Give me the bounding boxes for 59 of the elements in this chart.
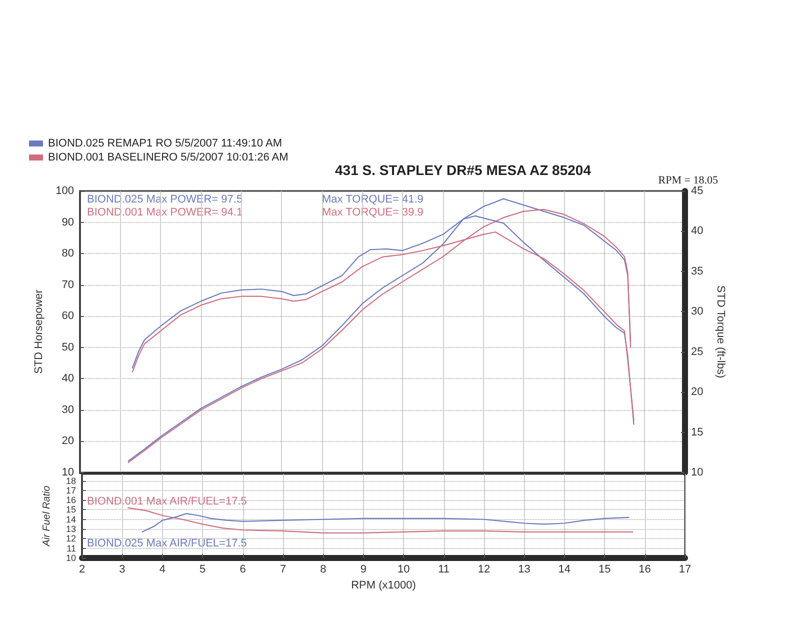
x-tick-label: 15 [598, 564, 611, 576]
y-tick-label: 15 [66, 504, 76, 515]
x-tick-label: 11 [438, 564, 450, 576]
y2-tick-label: 25 [691, 346, 704, 358]
y-tick-label: 40 [62, 372, 74, 385]
y-tick-label: 80 [62, 248, 74, 260]
line-series [142, 513, 630, 532]
y-tick-label: 14 [66, 514, 76, 524]
legend-label: BIOND.001 BASELINERO 5/5/2007 10:01:26 AM [48, 152, 288, 164]
y2-tick-label: 15 [691, 426, 704, 438]
x-tick-label: 3 [119, 564, 126, 576]
annotation: BIOND.025 Max AIR/FUEL=17.5 [87, 538, 247, 550]
legend-label: BIOND.025 REMAP1 RO 5/5/2007 11:49:10 AM [48, 138, 282, 150]
x-tick-label: 4 [159, 564, 166, 576]
y2-axis-title: STD Torque (ft-lbs) [714, 285, 726, 378]
x-tick-label: 9 [360, 564, 366, 576]
x-tick-label: 13 [518, 564, 530, 576]
y-tick-label: 16 [66, 495, 76, 506]
y2-tick-label: 20 [691, 386, 704, 398]
annotation: BIOND.001 Max POWER= 94.1 [87, 206, 243, 218]
text: RPM = 18.05 [658, 174, 718, 186]
y-tick-label: 17 [66, 485, 76, 496]
y-tick-label: 60 [62, 310, 74, 322]
chart-title: 431 S. STAPLEY DR#5 MESA AZ 85204 [335, 162, 592, 178]
y-tick-label: 18 [66, 476, 76, 486]
x-tick-label: 16 [638, 564, 651, 576]
y-tick-label: 12 [66, 534, 76, 544]
y-tick-label: 11 [66, 543, 76, 554]
annotation: BIOND.025 Max POWER= 97.5 [87, 194, 243, 206]
x-tick-label: 17 [678, 564, 692, 576]
y-tick-label: 10 [62, 466, 74, 478]
y2-tick-label: 45 [691, 185, 704, 197]
y2-tick-label: 30 [691, 306, 704, 318]
annotation: BIOND.001 Max AIR/FUEL=17.5 [87, 496, 247, 508]
y-tick-label: 70 [62, 278, 74, 291]
y-tick-label: 13 [66, 524, 76, 534]
y-tick-label: 30 [62, 404, 74, 416]
x-tick-label: 2 [78, 564, 86, 576]
y2-tick-label: 40 [691, 225, 704, 238]
y-tick-label: 10 [66, 553, 76, 563]
y-axis-title: Air Fuel Ratio [42, 485, 52, 548]
x-axis-title: RPM (x1000) [351, 579, 416, 592]
y-tick-label: 90 [62, 216, 74, 228]
line-series [128, 507, 634, 534]
x-tick-label: 12 [478, 564, 490, 576]
annotation: Max TORQUE= 39.9 [322, 206, 424, 218]
y2-tick-label: 35 [691, 265, 704, 278]
x-tick-label: 6 [240, 564, 246, 576]
x-tick-label: 7 [280, 564, 286, 576]
x-tick-label: 14 [558, 564, 571, 576]
x-tick-label: 8 [320, 564, 326, 576]
y-tick-label: 20 [62, 435, 74, 448]
y-tick-label: 50 [62, 341, 74, 354]
y-tick-label: 100 [56, 185, 74, 197]
x-tick-label: 5 [200, 564, 206, 576]
annotation: Max TORQUE= 41.9 [322, 194, 424, 206]
y2-tick-label: 10 [691, 466, 704, 478]
y-axis-title: STD Horsepower [33, 289, 46, 374]
x-tick-label: 10 [397, 564, 410, 576]
